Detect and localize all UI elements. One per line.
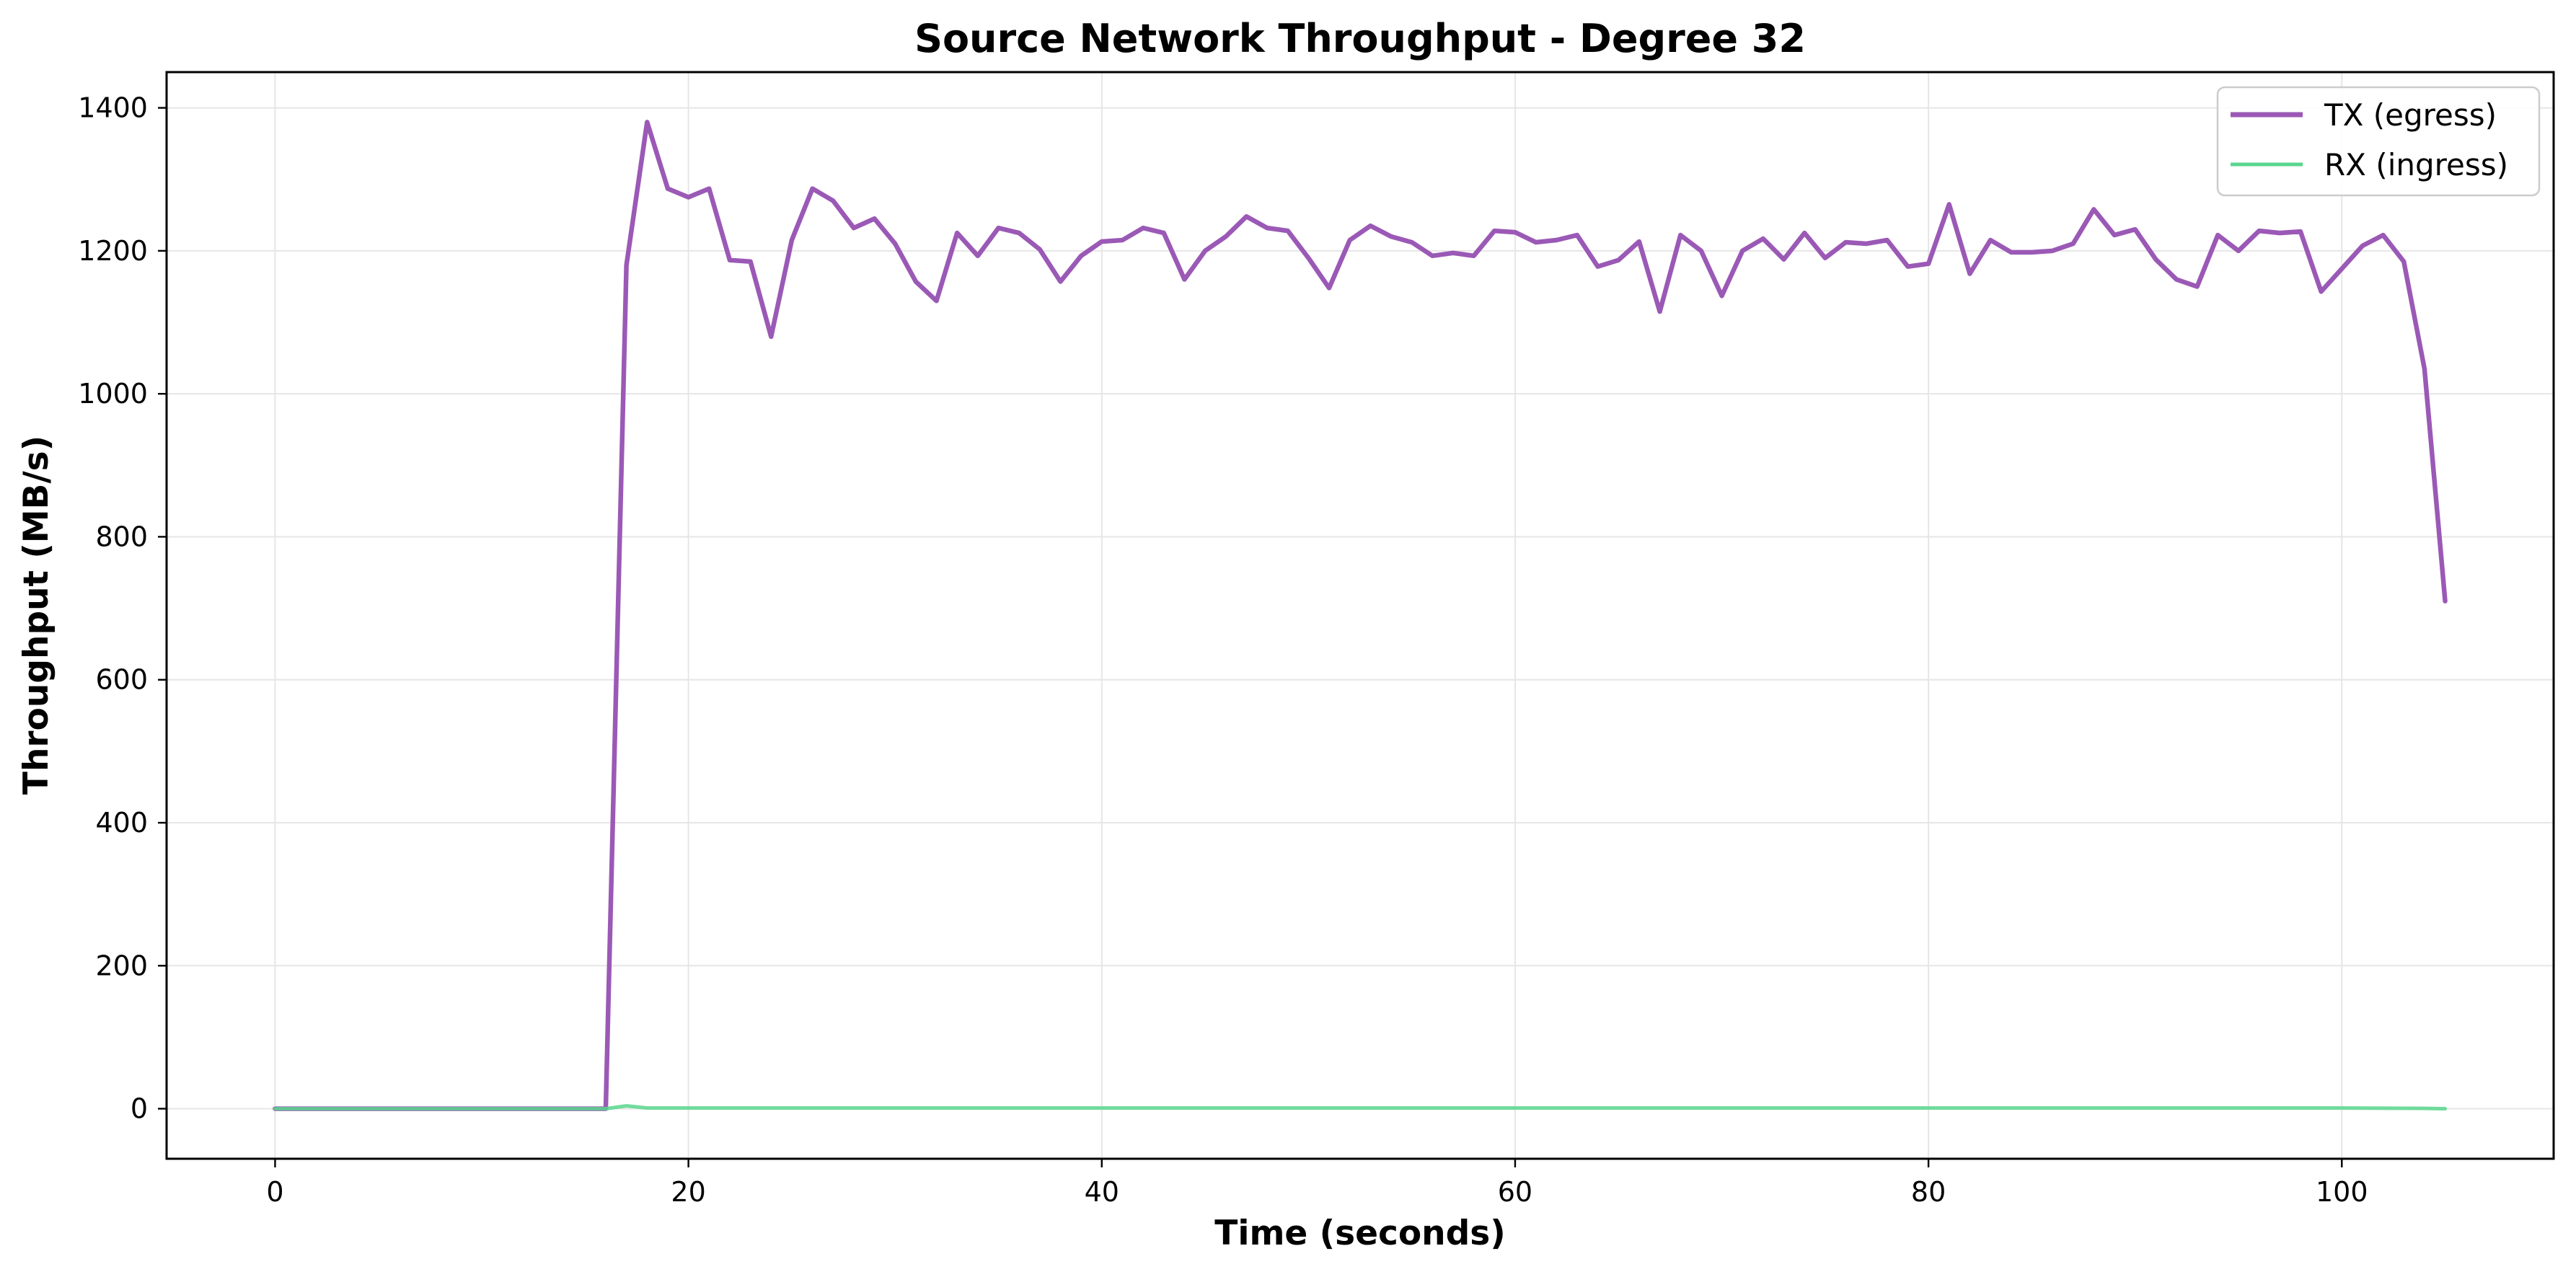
x-tick-label: 0 <box>266 1176 283 1208</box>
y-tick-label: 0 <box>131 1093 148 1125</box>
tx-series-line <box>273 120 2448 1111</box>
y-axis-label: Throughput (MB/s) <box>17 436 56 795</box>
y-tick-label: 400 <box>95 807 148 839</box>
y-tick-label: 1200 <box>78 235 148 267</box>
y-tick-label: 200 <box>95 950 148 981</box>
x-axis-ticks: 0 20 40 60 80 100 <box>266 1159 2368 1208</box>
grid-lines <box>167 72 2554 1159</box>
y-tick-label: 800 <box>95 521 148 552</box>
legend-label-tx: TX (egress) <box>2324 97 2497 133</box>
x-axis-label: Time (seconds) <box>1214 1214 1505 1253</box>
legend: TX (egress) RX (ingress) <box>2216 86 2541 197</box>
x-tick-label: 100 <box>2316 1176 2368 1208</box>
x-tick-label: 60 <box>1498 1176 1532 1208</box>
y-tick-label: 600 <box>95 664 148 696</box>
x-tick-label: 80 <box>1911 1176 1946 1208</box>
x-tick-label: 20 <box>671 1176 705 1208</box>
chart-title: Source Network Throughput - Degree 32 <box>914 16 1806 61</box>
x-tick-label: 40 <box>1085 1176 1119 1208</box>
y-tick-label: 1400 <box>78 92 148 124</box>
y-axis-ticks: 0 200 400 600 800 1000 1200 1400 <box>78 92 167 1125</box>
series-layer <box>273 120 2448 1111</box>
y-tick-label: 1000 <box>78 378 148 410</box>
rx-series-line <box>273 1104 2448 1111</box>
legend-label-rx: RX (ingress) <box>2324 147 2508 182</box>
plot-frame <box>165 71 2555 1160</box>
